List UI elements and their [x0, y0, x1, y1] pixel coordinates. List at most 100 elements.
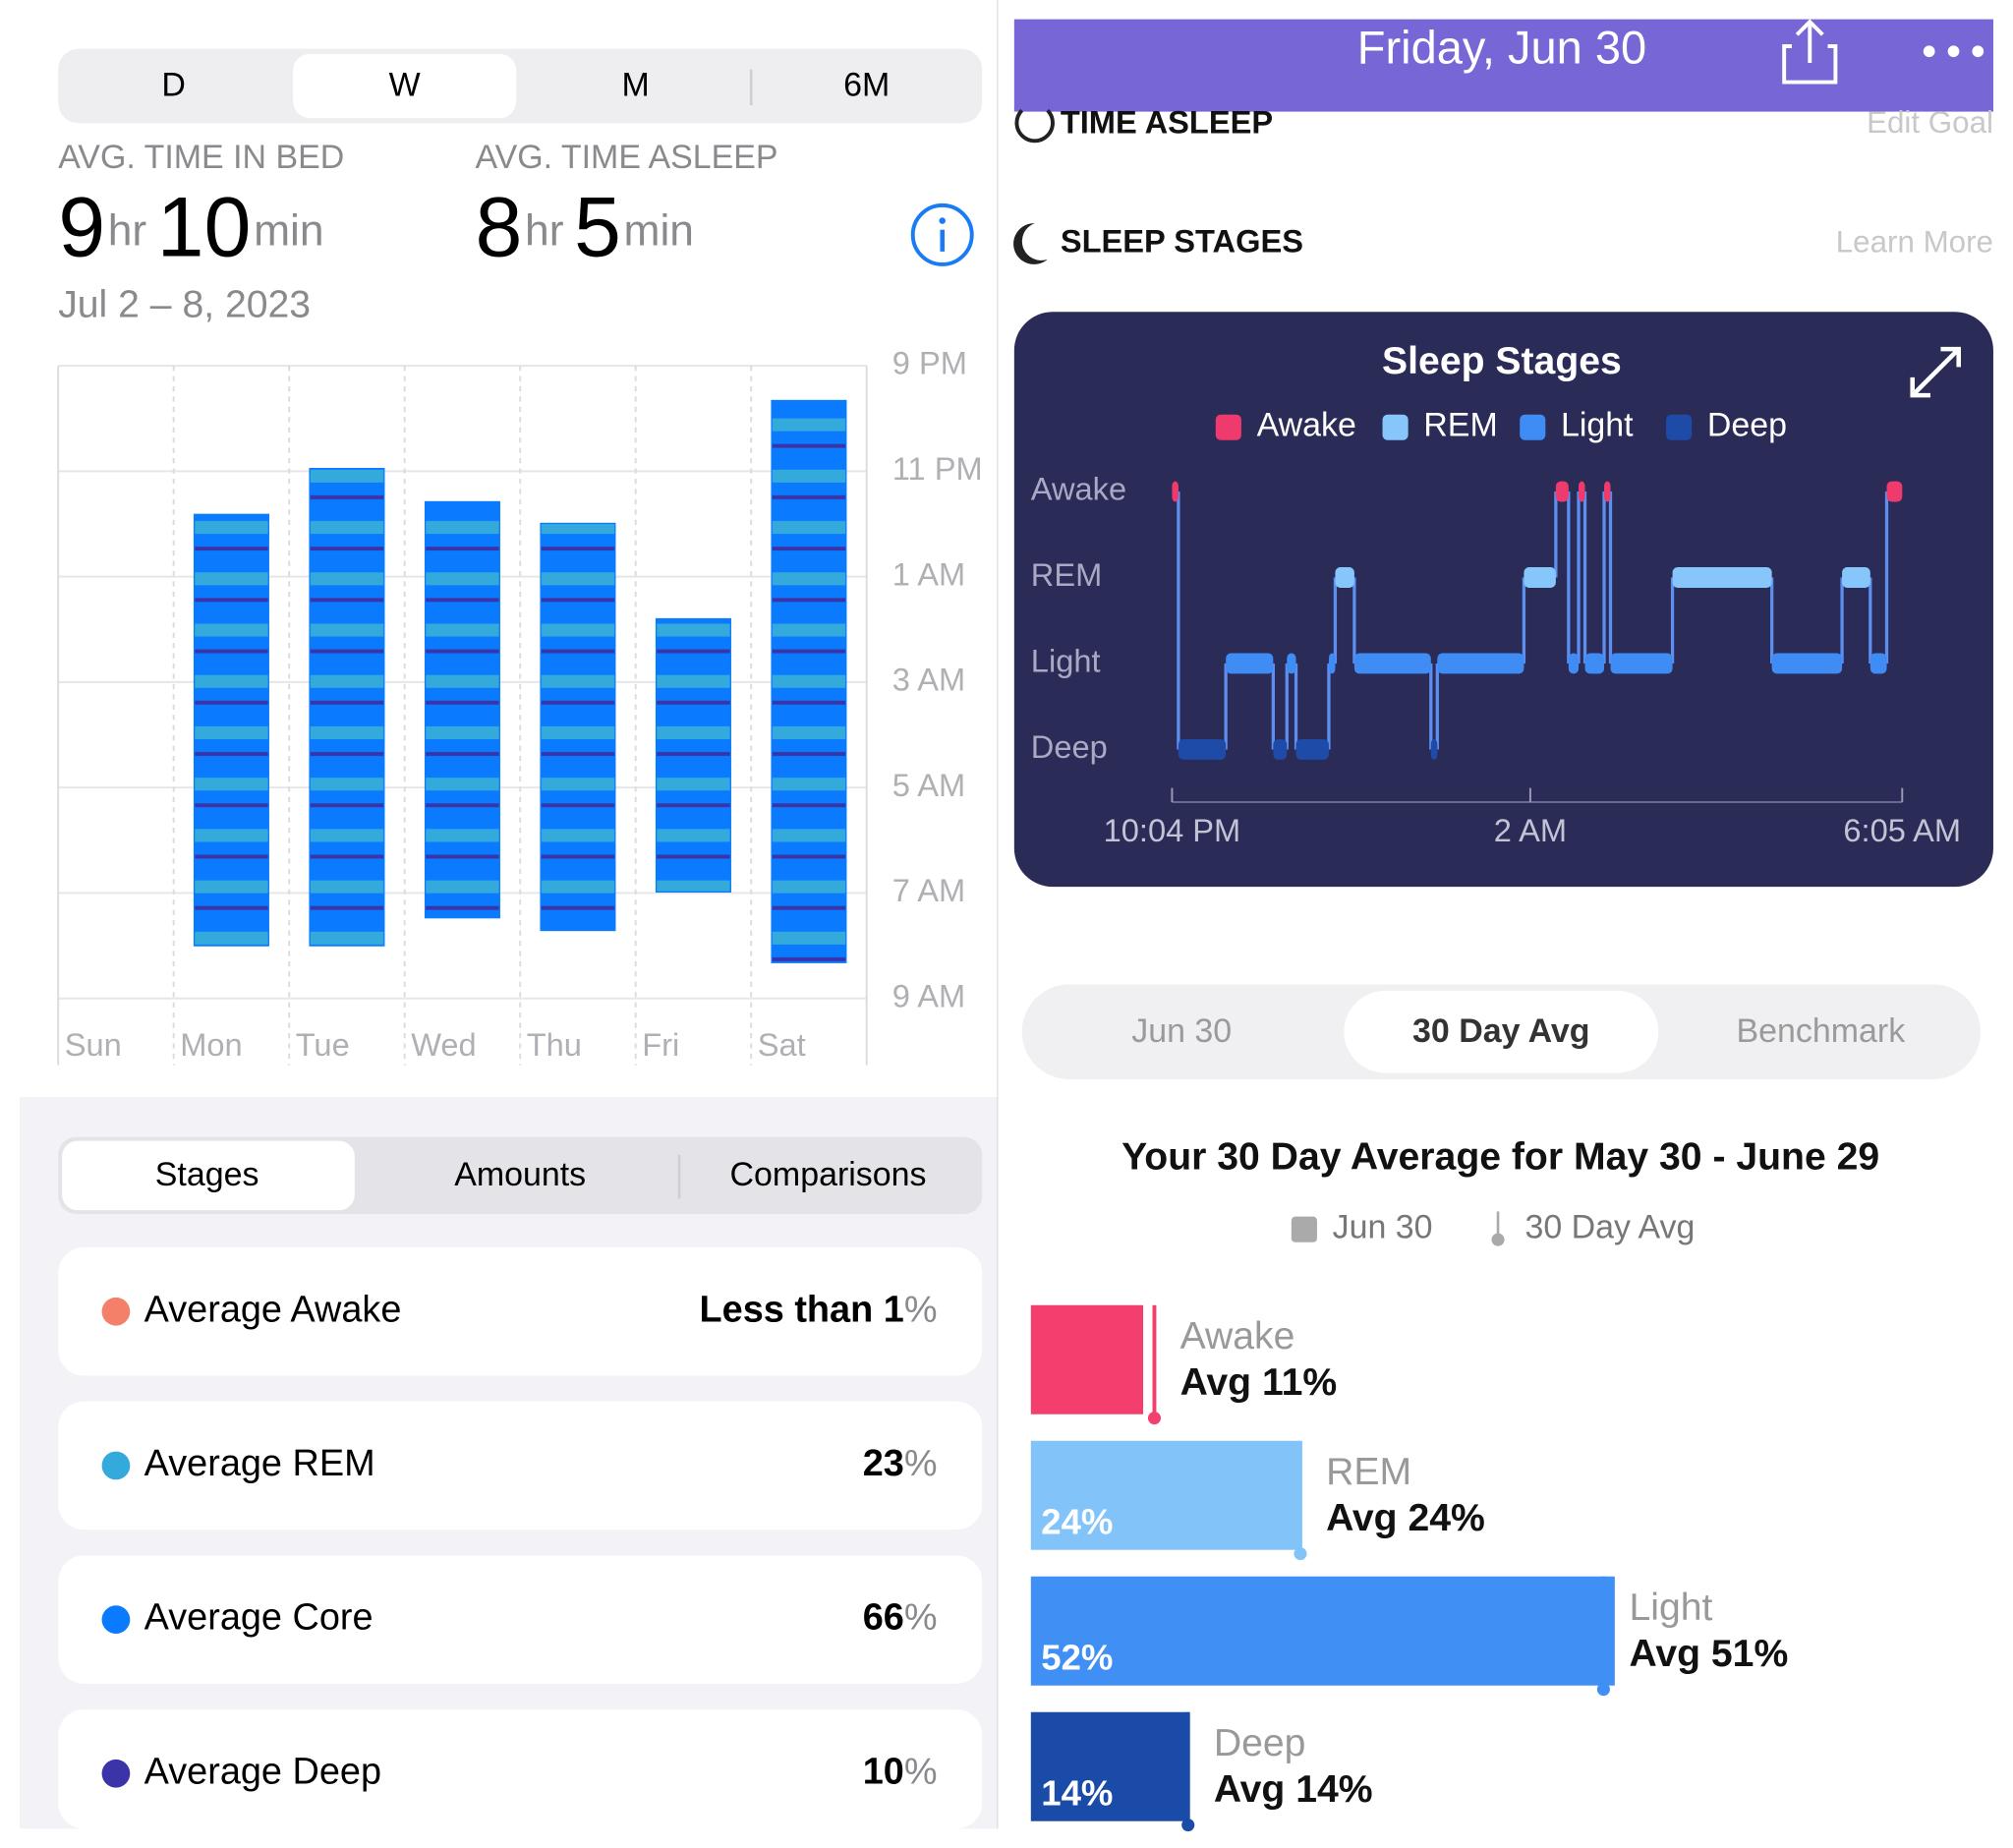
- y-category-label: REM: [1031, 556, 1103, 593]
- y-tick-label: 7 AM: [892, 872, 965, 908]
- more-button[interactable]: [1923, 45, 1984, 58]
- y-category-label: Deep: [1031, 728, 1108, 765]
- stage-segment: [1328, 653, 1336, 674]
- average-card: [58, 1401, 983, 1530]
- stage-dot: [101, 1759, 131, 1788]
- average-value: 66%: [863, 1597, 938, 1639]
- legend-swatch: [1291, 1216, 1317, 1242]
- hours: 8: [476, 180, 523, 274]
- stat-label: AVG. TIME ASLEEP: [476, 139, 778, 176]
- legend-label: Jun 30: [1333, 1209, 1433, 1246]
- average-card: [58, 1247, 983, 1376]
- unit: hr: [525, 206, 564, 255]
- x-tick-label: 10:04 PM: [1104, 812, 1241, 848]
- legend-swatch: [1215, 414, 1241, 440]
- average-value: 10%: [863, 1751, 938, 1792]
- sleep-bar: [540, 522, 616, 932]
- stage-tab[interactable]: Amounts: [454, 1156, 586, 1193]
- stage-segment: [1287, 653, 1296, 674]
- x-tick-label: Fri: [642, 1026, 679, 1063]
- stage-segment: [1672, 567, 1772, 588]
- stage-tab[interactable]: Comparisons: [730, 1156, 927, 1193]
- average-label: Avg 24%: [1326, 1497, 1485, 1539]
- edit-goal-link[interactable]: Edit Goal: [1867, 105, 1993, 140]
- average-label: Average Core: [144, 1597, 374, 1639]
- legend-swatch: [1666, 414, 1693, 440]
- bar: [1030, 1711, 1188, 1821]
- stage-segment: [1295, 739, 1329, 760]
- average-card: [58, 1555, 983, 1684]
- stage-segment: [1524, 567, 1556, 588]
- share-button[interactable]: [1782, 19, 1838, 85]
- stage-dot: [101, 1605, 131, 1634]
- average-label: Avg 14%: [1214, 1768, 1373, 1811]
- sleep-bar: [309, 468, 385, 947]
- range-tab[interactable]: 6M: [843, 67, 890, 104]
- y-tick-label: 11 PM: [892, 450, 983, 487]
- date-range: Jul 2 – 8, 2023: [58, 283, 311, 325]
- stage-segment: [1842, 567, 1870, 588]
- hypnogram: Awake Awake REM REM Light Light Deep Deep 10:04 …: [1031, 407, 1961, 848]
- stage-dot: [101, 1451, 131, 1480]
- learn-more-link[interactable]: Learn More: [1836, 224, 1993, 259]
- compare-tab[interactable]: 30 Day Avg: [1412, 1012, 1589, 1050]
- x-tick-label: 2 AM: [1494, 812, 1567, 848]
- unit: %: [904, 1751, 938, 1792]
- y-tick-label: 9 AM: [892, 977, 965, 1013]
- expand-button[interactable]: [1910, 346, 1962, 398]
- legend-swatch: [1491, 1211, 1505, 1246]
- stage-segment: [1178, 739, 1227, 760]
- moon-icon: [1013, 223, 1048, 264]
- x-tick-label: Thu: [527, 1026, 582, 1063]
- stages-card: [1013, 312, 1993, 888]
- stage-segment: [1172, 481, 1179, 502]
- range-tab[interactable]: M: [622, 67, 650, 104]
- bar: [1030, 1576, 1615, 1686]
- stage-segment: [1226, 653, 1274, 674]
- y-tick-label: 3 AM: [892, 662, 965, 698]
- compare-tab[interactable]: Jun 30: [1131, 1012, 1232, 1050]
- stage-segment: [1579, 481, 1585, 502]
- section-heading: TIME ASLEEP: [1061, 103, 1273, 140]
- stat-label: AVG. TIME IN BED: [58, 139, 344, 176]
- average-value: 23%: [863, 1443, 938, 1484]
- legend-label: Deep: [1707, 407, 1787, 444]
- range-tab[interactable]: W: [389, 67, 421, 104]
- stage-segment: [1869, 653, 1887, 674]
- selected-tab: [1344, 990, 1659, 1073]
- legend-label: Awake: [1257, 407, 1356, 444]
- unit: hr: [108, 206, 147, 255]
- stage-segment: [1555, 481, 1569, 502]
- y-category-label: Light: [1031, 643, 1101, 679]
- average-label: Avg 11%: [1180, 1361, 1338, 1404]
- stage-tab[interactable]: Stages: [155, 1156, 259, 1193]
- average-dot: [1181, 1819, 1195, 1832]
- unit: min: [623, 206, 694, 255]
- unit: %: [904, 1289, 938, 1330]
- x-tick-label: Sun: [65, 1026, 122, 1063]
- value: Less than 1: [700, 1289, 904, 1330]
- stat-value: 9hr 10min: [58, 180, 323, 274]
- stage-segment: [1584, 653, 1605, 674]
- legend-label: Light: [1561, 407, 1634, 444]
- minutes: 5: [574, 180, 621, 274]
- bar-label: 14%: [1041, 1772, 1113, 1813]
- stage-segment: [1353, 653, 1431, 674]
- legend-swatch: [1382, 414, 1409, 440]
- info-button[interactable]: [910, 202, 974, 266]
- x-tick-label: 6:05 AM: [1843, 812, 1961, 848]
- stage-segment: [1610, 653, 1673, 674]
- category-label: REM: [1326, 1451, 1411, 1493]
- stage-segment: [1335, 567, 1354, 588]
- range-tab[interactable]: D: [161, 67, 186, 104]
- stage-segment: [1273, 739, 1288, 760]
- compare-tab[interactable]: Benchmark: [1737, 1012, 1907, 1050]
- category-label: Awake: [1180, 1315, 1295, 1357]
- legend-swatch: [1520, 414, 1546, 440]
- value: 23: [863, 1443, 904, 1484]
- legend-label: REM: [1423, 407, 1497, 444]
- bar: [1030, 1304, 1144, 1415]
